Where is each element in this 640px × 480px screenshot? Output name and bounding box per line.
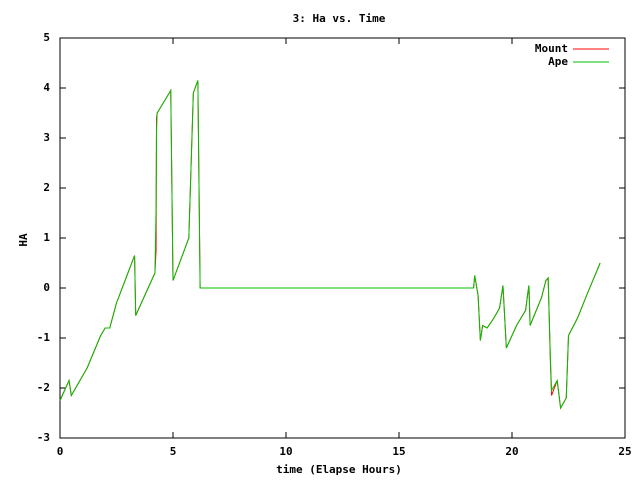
y-tick-label: 2 [43, 181, 50, 194]
y-tick-label: 5 [43, 31, 50, 44]
y-tick-label: -3 [37, 431, 50, 444]
x-tick-label: 25 [618, 445, 631, 458]
y-tick-label: -1 [37, 331, 51, 344]
x-tick-label: 15 [392, 445, 405, 458]
chart-title: 3: Ha vs. Time [293, 12, 386, 25]
y-tick-label: 4 [43, 81, 50, 94]
legend-label: Mount [535, 42, 568, 55]
y-tick-label: 3 [43, 131, 50, 144]
y-tick-label: 1 [43, 231, 50, 244]
y-tick-label: -2 [37, 381, 50, 394]
series-line [59, 80, 601, 410]
y-axis-label: HA [17, 233, 30, 247]
x-tick-label: 10 [279, 445, 292, 458]
x-tick-label: 0 [57, 445, 64, 458]
x-axis-label: time (Elapse Hours) [276, 463, 402, 476]
y-tick-label: 0 [43, 281, 50, 294]
x-tick-label: 20 [505, 445, 518, 458]
x-tick-label: 5 [170, 445, 177, 458]
legend-label: Ape [548, 55, 568, 68]
